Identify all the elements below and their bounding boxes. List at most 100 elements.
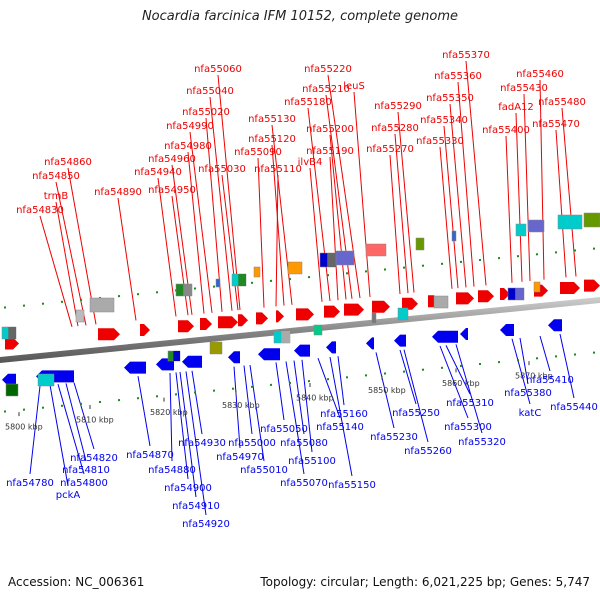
- reverse-gene-arrow[interactable]: [156, 358, 174, 371]
- upper-gene-label[interactable]: nfa55340: [420, 115, 468, 126]
- upper-gene-label[interactable]: nfa55330: [416, 136, 464, 147]
- lower-gene-label[interactable]: nfa54930: [178, 438, 226, 449]
- forward-gene-arrow[interactable]: [200, 318, 212, 330]
- lower-gene-label[interactable]: nfa54810: [62, 465, 110, 476]
- forward-gene-arrow[interactable]: [584, 279, 600, 292]
- lower-gene-label[interactable]: nfa55300: [444, 422, 492, 433]
- upper-gene-label[interactable]: nfa55120: [248, 134, 296, 145]
- upper-gene-label[interactable]: nfa55480: [538, 97, 586, 108]
- reverse-gene-arrow[interactable]: [294, 344, 310, 357]
- upper-gene-label[interactable]: nfa55040: [186, 86, 234, 97]
- forward-gene-arrow[interactable]: [324, 305, 340, 318]
- upper-gene-label[interactable]: nfa54980: [164, 141, 212, 152]
- reverse-gene-arrow[interactable]: [182, 355, 202, 368]
- lower-gene-label[interactable]: nfa55140: [316, 422, 364, 433]
- feature-box[interactable]: [253, 266, 261, 278]
- lower-gene-label[interactable]: nfa55160: [320, 409, 368, 420]
- lower-gene-label[interactable]: nfa55410: [526, 375, 574, 386]
- forward-gene-arrow[interactable]: [500, 288, 510, 300]
- lower-gene-label[interactable]: katC: [519, 408, 542, 419]
- feature-box[interactable]: [209, 341, 223, 355]
- upper-gene-label[interactable]: nfa55270: [366, 144, 414, 155]
- lower-gene-label[interactable]: nfa54880: [148, 465, 196, 476]
- lower-gene-label[interactable]: nfa55070: [280, 478, 328, 489]
- reverse-gene-arrow[interactable]: [432, 330, 458, 343]
- upper-gene-label[interactable]: nfa54940: [134, 167, 182, 178]
- upper-gene-label[interactable]: nfa55090: [234, 147, 282, 158]
- upper-gene-label[interactable]: nfa54990: [166, 121, 214, 132]
- upper-gene-label[interactable]: nfa55470: [532, 119, 580, 130]
- forward-gene-arrow[interactable]: [478, 290, 494, 303]
- upper-gene-label[interactable]: nfa55400: [482, 125, 530, 136]
- reverse-gene-arrow[interactable]: [258, 348, 280, 361]
- reverse-gene-arrow[interactable]: [548, 319, 562, 332]
- upper-gene-label[interactable]: fadA12: [498, 102, 534, 113]
- upper-gene-label[interactable]: nfa55370: [442, 50, 490, 61]
- feature-box[interactable]: [89, 297, 115, 313]
- upper-gene-label[interactable]: nfa55190: [306, 146, 354, 157]
- lower-gene-label[interactable]: nfa55080: [280, 438, 328, 449]
- reverse-gene-arrow[interactable]: [2, 373, 16, 386]
- forward-gene-arrow[interactable]: [256, 312, 268, 325]
- upper-gene-label[interactable]: ilvB4: [298, 157, 323, 168]
- forward-gene-arrow[interactable]: [276, 310, 284, 323]
- reverse-gene-arrow[interactable]: [228, 351, 240, 364]
- reverse-gene-arrow[interactable]: [124, 361, 146, 374]
- lower-gene-label[interactable]: nfa55380: [504, 388, 552, 399]
- upper-gene-label[interactable]: nfa55430: [500, 83, 548, 94]
- lower-gene-label[interactable]: nfa54900: [164, 483, 212, 494]
- upper-gene-label[interactable]: nfa54960: [148, 154, 196, 165]
- upper-gene-label[interactable]: nfa55290: [374, 101, 422, 112]
- reverse-gene-arrow[interactable]: [394, 334, 406, 347]
- upper-gene-label[interactable]: nfa55020: [182, 107, 230, 118]
- lower-gene-label[interactable]: nfa54780: [6, 478, 54, 489]
- upper-gene-label[interactable]: nfa55210: [302, 84, 350, 95]
- lower-gene-label[interactable]: nfa54920: [182, 519, 230, 530]
- upper-gene-label[interactable]: nfa54860: [44, 157, 92, 168]
- lower-gene-label[interactable]: pckA: [56, 490, 81, 501]
- lower-gene-label[interactable]: nfa55000: [228, 438, 276, 449]
- upper-gene-label[interactable]: nfa55200: [306, 124, 354, 135]
- lower-gene-label[interactable]: nfa55150: [328, 480, 376, 491]
- lower-gene-label[interactable]: nfa55250: [392, 408, 440, 419]
- lower-gene-label[interactable]: nfa55260: [404, 446, 452, 457]
- upper-gene-label[interactable]: nfa55180: [284, 97, 332, 108]
- reverse-gene-arrow[interactable]: [460, 328, 468, 340]
- forward-gene-arrow[interactable]: [344, 303, 364, 316]
- upper-gene-label[interactable]: nfa55360: [434, 71, 482, 82]
- feature-box[interactable]: [527, 219, 545, 233]
- forward-gene-arrow[interactable]: [296, 308, 314, 321]
- feature-box[interactable]: [215, 278, 221, 288]
- upper-gene-label[interactable]: nfa55220: [304, 64, 352, 75]
- feature-box[interactable]: [5, 383, 19, 397]
- forward-gene-arrow[interactable]: [238, 314, 248, 327]
- feature-box[interactable]: [365, 243, 387, 257]
- upper-gene-label[interactable]: nfa54850: [32, 171, 80, 182]
- lower-gene-label[interactable]: nfa54800: [60, 478, 108, 489]
- upper-gene-label[interactable]: nfa55460: [516, 69, 564, 80]
- reverse-gene-arrow[interactable]: [366, 337, 374, 350]
- forward-gene-arrow[interactable]: [98, 328, 120, 341]
- feature-box[interactable]: [37, 373, 55, 387]
- lower-gene-label[interactable]: nfa55010: [240, 465, 288, 476]
- feature-box[interactable]: [451, 230, 457, 242]
- forward-gene-arrow[interactable]: [456, 292, 474, 305]
- feature-box[interactable]: [557, 214, 583, 230]
- forward-gene-arrow[interactable]: [402, 297, 418, 310]
- forward-gene-arrow[interactable]: [560, 282, 580, 294]
- upper-gene-label[interactable]: nfa55280: [371, 123, 419, 134]
- feature-box[interactable]: [533, 281, 541, 293]
- upper-gene-label[interactable]: nfa54830: [16, 205, 64, 216]
- feature-box[interactable]: [75, 309, 85, 323]
- forward-gene-arrow[interactable]: [178, 320, 194, 333]
- lower-gene-label[interactable]: nfa55100: [288, 456, 336, 467]
- lower-gene-label[interactable]: nfa54870: [126, 450, 174, 461]
- upper-gene-label[interactable]: nfa55030: [198, 164, 246, 175]
- feature-box[interactable]: [371, 312, 377, 324]
- feature-box[interactable]: [397, 307, 409, 321]
- upper-gene-label[interactable]: nfa54950: [148, 185, 196, 196]
- forward-gene-arrow[interactable]: [218, 316, 238, 329]
- lower-gene-label[interactable]: nfa54910: [172, 501, 220, 512]
- feature-box[interactable]: [583, 212, 600, 228]
- forward-gene-arrow[interactable]: [5, 337, 19, 350]
